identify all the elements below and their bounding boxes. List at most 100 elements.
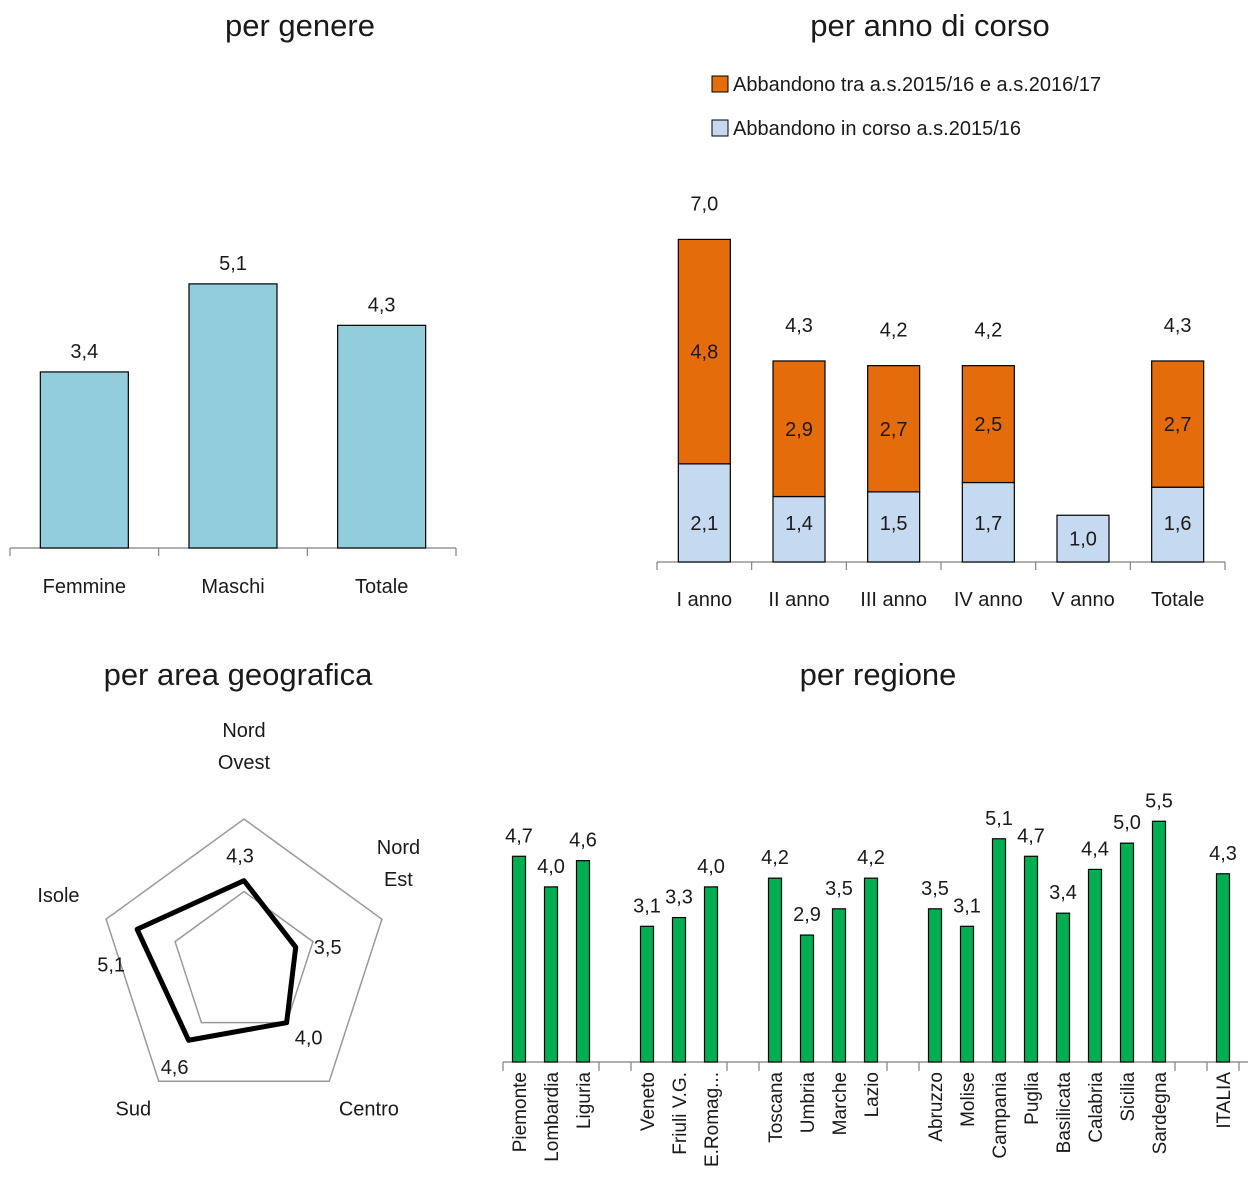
radar-axis-label: Est [384, 869, 413, 891]
radar-value-label: 4,0 [295, 1028, 323, 1050]
category-label: III anno [860, 589, 927, 611]
radar-axis-label: Nord [377, 837, 420, 859]
chart-gender-category-labels: Femmine Maschi Totale [43, 576, 409, 598]
chart-gender: per genere 3,4 5,1 4,3 Femmine Maschi Totale [9, 8, 457, 598]
bar-femmine [39, 371, 129, 549]
region-label: E.Romag... [702, 1072, 723, 1167]
category-label: V anno [1051, 589, 1114, 611]
radar-grid-ring [105, 818, 383, 1083]
segment-value-label: 2,7 [1164, 414, 1192, 436]
category-label: II anno [768, 589, 829, 611]
bar-value-label: 4,6 [569, 830, 597, 852]
chart-year-ticks [656, 562, 1226, 570]
bar-e-romag [703, 886, 719, 1063]
category-label: Femmine [43, 576, 126, 598]
region-label: Veneto [638, 1072, 659, 1131]
bar-value-label: 4,4 [1081, 838, 1109, 860]
bar-molise [959, 925, 975, 1063]
bar-segment-tra-anni [772, 360, 826, 498]
region-label: Lazio [862, 1072, 883, 1117]
bar-value-label: 3,1 [953, 895, 981, 917]
segment-value-label: 2,5 [974, 414, 1002, 436]
bar-calabria [1087, 868, 1103, 1063]
region-label: Molise [958, 1072, 979, 1127]
bar-veneto [639, 925, 655, 1063]
category-label: Maschi [201, 576, 264, 598]
chart-region-bars [511, 820, 1231, 1063]
bar-segment-tra-anni [961, 365, 1015, 484]
chart-area: per area geografica Nord Ovest 4,3 Nord Est 3… [37, 657, 420, 1121]
bar-value-label: 3,4 [1049, 882, 1077, 904]
bar-value-label: 3,4 [70, 341, 98, 363]
total-value-label: 4,2 [880, 320, 908, 342]
radar-value-label: 3,5 [314, 937, 342, 959]
legend-swatch [711, 75, 729, 93]
region-label: Friuli V.G. [670, 1072, 691, 1155]
bar-value-label: 4,7 [1017, 825, 1045, 847]
radar-value-label: 4,6 [161, 1057, 189, 1079]
segment-value-label: 1,5 [880, 513, 908, 535]
region-label: Lombardia [542, 1072, 563, 1162]
bar-abruzzo [927, 908, 943, 1063]
chart-region-value-labels: 4,74,04,63,1 3,34,0 4,22,93,54,23,53,15,14… [505, 790, 1237, 926]
bar-piemonte [511, 855, 527, 1063]
segment-value-label: 4,8 [690, 342, 718, 364]
bar-basilicata [1055, 912, 1071, 1063]
bar-campania [991, 838, 1007, 1063]
bar-liguria [575, 860, 591, 1063]
bar-sicilia [1119, 842, 1135, 1063]
radar-value-label: 5,1 [97, 954, 125, 976]
bar-totale [337, 324, 427, 549]
chart-year-bars [677, 238, 1205, 563]
bar-lombardia [543, 886, 559, 1063]
bar-segment-in-corso [1151, 486, 1205, 563]
segment-value-label: 1,4 [785, 513, 813, 535]
chart-year-legend: Abbandono tra a.s.2015/16 e a.s.2016/17 A… [711, 74, 1101, 140]
region-label: Piemonte [510, 1072, 531, 1152]
segment-value-label: 2,1 [690, 513, 718, 535]
chart-region: per regione 4,74,04,63,1 3,34,0 4,22,93,54… [502, 657, 1248, 1167]
category-label: Totale [1151, 589, 1204, 611]
bar-value-label: 5,0 [1113, 812, 1141, 834]
segment-value-label: 2,9 [785, 419, 813, 441]
bar-toscana [767, 877, 783, 1063]
category-label: IV anno [954, 589, 1023, 611]
radar-axis-label: Centro [339, 1099, 399, 1121]
bar-value-label: 4,0 [697, 856, 725, 878]
radar-series-line [134, 878, 299, 1043]
region-label: Toscana [766, 1072, 787, 1143]
bar-value-label: 5,5 [1145, 790, 1173, 812]
total-value-label: 4,3 [1164, 315, 1192, 337]
chart-year: per anno di corso Abbandono tra a.s.2015… [656, 8, 1226, 611]
chart-region-category-labels: Piemonte Lombardia Liguria Veneto Friuli V.G… [510, 1072, 1235, 1167]
radar-axis-label: Sud [116, 1099, 152, 1121]
bar-value-label: 3,3 [665, 887, 693, 909]
region-label: Campania [990, 1072, 1011, 1159]
region-label: Calabria [1086, 1072, 1107, 1143]
region-label: Sicilia [1118, 1072, 1139, 1122]
region-label: Sardegna [1150, 1072, 1171, 1155]
bar-value-label: 4,3 [1209, 843, 1237, 865]
total-value-label: 4,3 [785, 315, 813, 337]
bar-segment-tra-anni [677, 238, 731, 465]
bar-segment-in-corso [867, 491, 921, 563]
region-label: Marche [830, 1072, 851, 1135]
chart-area-labels: Nord Ovest 4,3 Nord Est 3,5 Centro 4,0 Sud 4,6 Iso… [37, 720, 420, 1121]
bar-value-label: 5,1 [985, 808, 1013, 830]
region-label: Puglia [1022, 1072, 1043, 1125]
bar-maschi [188, 283, 278, 549]
bar-value-label: 4,0 [537, 856, 565, 878]
bar-value-label: 3,5 [921, 878, 949, 900]
region-label: ITALIA [1214, 1072, 1235, 1129]
bar-segment-in-corso [961, 481, 1015, 563]
bar-value-label: 4,7 [505, 825, 533, 847]
bar-value-label: 2,9 [793, 904, 821, 926]
segment-value-label: 1,6 [1164, 513, 1192, 535]
category-label: Totale [355, 576, 408, 598]
radar-grid-ring [174, 890, 314, 1024]
total-value-label: 7,0 [690, 193, 718, 215]
bar-lazio [863, 877, 879, 1063]
bar-value-label: 4,2 [857, 847, 885, 869]
chart-region-ticks [502, 1062, 1240, 1071]
segment-value-label: 2,7 [880, 419, 908, 441]
